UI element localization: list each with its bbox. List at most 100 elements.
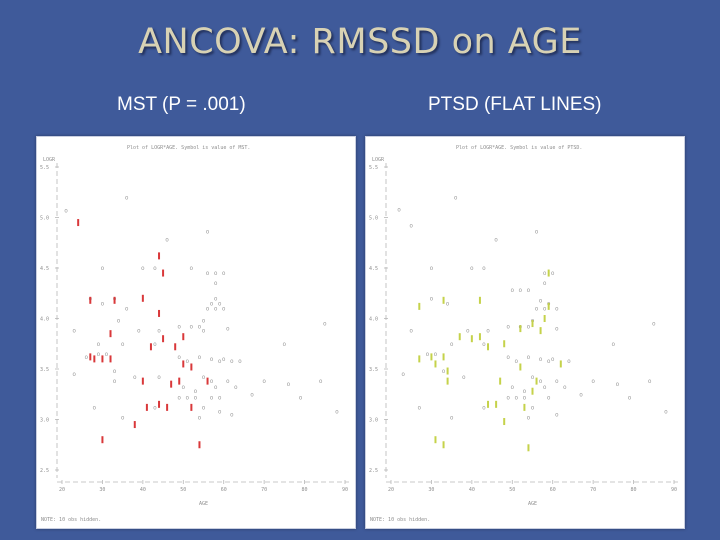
ptsd-point-group-0: o	[543, 280, 547, 287]
ptsd-point-group-0: o	[515, 358, 519, 365]
ptsd-point-group-0: o	[494, 237, 498, 244]
mst-point-group-0: o	[210, 378, 214, 385]
mst-point-group-0: o	[218, 394, 222, 401]
ptsd-point-group-0: o	[409, 223, 413, 230]
mst-point-group-0: o	[214, 280, 218, 287]
mst-y-tick-label: 3.0	[40, 418, 49, 424]
mst-point-group-0: o	[97, 341, 101, 348]
ptsd-point-group-0: o	[555, 305, 559, 312]
mst-y-tick-label: 4.0	[40, 317, 49, 323]
ptsd-y-tick-label: 4.0	[369, 317, 378, 323]
mst-point-group-0: o	[153, 404, 157, 411]
mst-point-group-1	[141, 377, 144, 385]
mst-point-group-0: o	[323, 321, 327, 328]
mst-y-tick-label: 2.5	[40, 468, 49, 474]
mst-point-group-0: o	[101, 265, 105, 272]
ptsd-y-tick-label: 5.5	[369, 165, 378, 171]
ptsd-point-group-1	[458, 333, 461, 341]
mst-point-group-0: o	[133, 374, 137, 381]
mst-point-group-0: o	[230, 411, 234, 418]
mst-point-group-0: o	[210, 356, 214, 363]
mst-point-group-0: o	[141, 265, 145, 272]
ptsd-point-group-0: o	[543, 270, 547, 277]
ptsd-point-group-0: o	[551, 270, 555, 277]
mst-hidden-note: NOTE: 10 obs hidden.	[41, 517, 101, 523]
mst-point-group-1	[182, 360, 185, 368]
ptsd-point-group-1	[495, 400, 498, 408]
mst-y-tick-label: 5.0	[40, 216, 49, 222]
ptsd-y-tick-label: 2.5	[369, 468, 378, 474]
mst-plot-title: Plot of LOGR*AGE. Symbol is value of MST…	[127, 145, 250, 151]
mst-point-group-0: o	[222, 305, 226, 312]
ptsd-point-group-0: o	[567, 358, 571, 365]
ptsd-point-group-1	[531, 387, 534, 395]
ptsd-y-axis-label: LOGR	[372, 157, 385, 163]
mst-y-tick-label: 4.5	[40, 266, 49, 272]
ptsd-point-group-1	[418, 355, 421, 363]
mst-point-group-0: o	[262, 378, 266, 385]
mst-point-group-1	[101, 436, 104, 444]
mst-point-group-0: o	[234, 384, 238, 391]
mst-point-group-1	[109, 355, 112, 363]
mst-point-group-0: o	[206, 305, 210, 312]
ptsd-x-tick-label: 50	[509, 487, 515, 493]
mst-point-group-1	[166, 403, 169, 411]
ptsd-point-group-1	[547, 302, 550, 310]
mst-point-group-0: o	[218, 358, 222, 365]
ptsd-point-group-0: o	[648, 378, 652, 385]
ptsd-point-group-0: o	[466, 328, 470, 335]
mst-point-group-0: o	[214, 295, 218, 302]
slide-title: ANCOVA: RMSSD on AGE	[138, 22, 582, 62]
mst-point-group-1	[162, 335, 165, 343]
ptsd-point-group-0: o	[515, 394, 519, 401]
ptsd-point-group-1	[559, 360, 562, 368]
mst-point-group-1	[93, 355, 96, 363]
ptsd-point-group-1	[430, 353, 433, 361]
ptsd-point-group-0: o	[486, 328, 490, 335]
mst-point-group-0: o	[190, 265, 194, 272]
mst-point-group-0: o	[299, 394, 303, 401]
mst-x-tick-label: 60	[221, 487, 227, 493]
ptsd-point-group-1	[446, 367, 449, 375]
mst-point-group-0: o	[177, 324, 181, 331]
mst-point-group-0: o	[214, 384, 218, 391]
ptsd-point-group-0: o	[551, 356, 555, 363]
left-chart-subtitle: MST (P = .001)	[117, 94, 246, 115]
ptsd-y-tick-label: 5.0	[369, 216, 378, 222]
ptsd-point-group-1	[442, 441, 445, 449]
mst-point-group-0: o	[198, 414, 202, 421]
mst-point-group-0: o	[202, 328, 206, 335]
mst-point-group-0: o	[105, 351, 109, 358]
mst-scatter-plot: Plot of LOGR*AGE. Symbol is value of MST…	[40, 145, 349, 523]
ptsd-point-group-1	[499, 377, 502, 385]
mst-point-group-1	[101, 355, 104, 363]
mst-y-tick-label: 3.5	[40, 367, 49, 373]
mst-x-tick-label: 80	[302, 487, 308, 493]
ptsd-point-group-0: o	[409, 328, 413, 335]
mst-point-group-0: o	[177, 394, 181, 401]
ptsd-point-group-0: o	[523, 388, 527, 395]
ptsd-point-group-1	[442, 296, 445, 304]
mst-point-group-0: o	[84, 354, 88, 361]
right-chart-subtitle: PTSD (FLAT LINES)	[428, 94, 602, 115]
mst-point-group-0: o	[214, 305, 218, 312]
ptsd-point-group-0: o	[430, 265, 434, 272]
ptsd-point-group-0: o	[555, 378, 559, 385]
ptsd-point-group-0: o	[450, 341, 454, 348]
ptsd-point-group-0: o	[531, 404, 535, 411]
ptsd-point-group-0: o	[527, 287, 531, 294]
ptsd-point-group-0: o	[523, 394, 527, 401]
ptsd-point-group-0: o	[401, 371, 405, 378]
mst-point-group-0: o	[181, 384, 185, 391]
mst-point-group-0: o	[186, 358, 190, 365]
mst-point-group-0: o	[283, 341, 287, 348]
mst-x-tick-label: 30	[99, 487, 105, 493]
ptsd-point-group-0: o	[664, 408, 668, 415]
ptsd-point-group-0: o	[527, 414, 531, 421]
mst-point-group-1	[145, 403, 148, 411]
mst-point-group-1	[190, 363, 193, 371]
ptsd-point-group-0: o	[527, 324, 531, 331]
mst-point-group-0: o	[72, 328, 76, 335]
ptsd-point-group-1	[523, 403, 526, 411]
mst-point-group-0: o	[157, 328, 161, 335]
